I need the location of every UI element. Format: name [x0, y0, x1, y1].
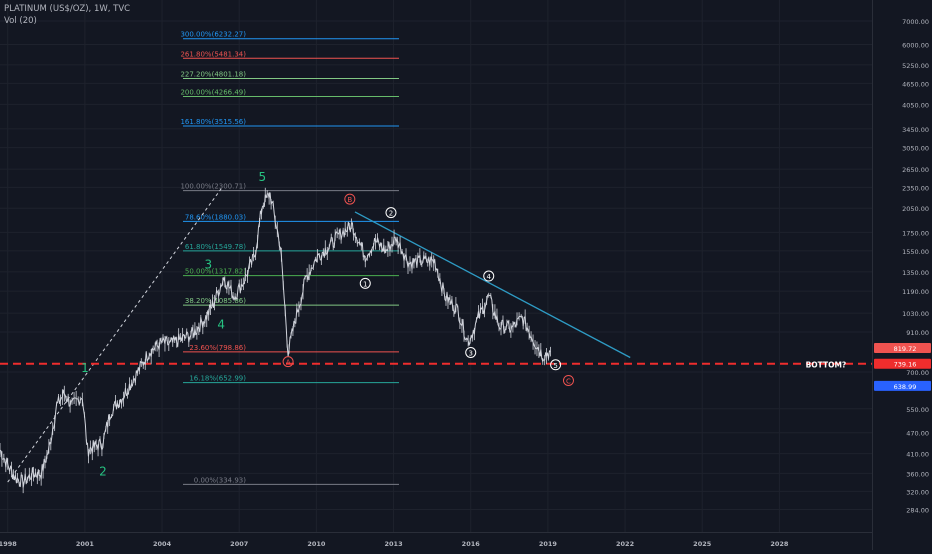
- wave-label-corrective: A: [286, 359, 291, 367]
- fib-level-label: 78.60%(1880.03): [185, 213, 246, 221]
- x-tick-label: 2004: [153, 540, 172, 548]
- y-tick-label: 7000.00: [902, 18, 929, 26]
- wave-label-minor: 3: [468, 350, 472, 358]
- y-tick-label: 360.00: [906, 470, 929, 478]
- y-tick-label: 284.00: [906, 507, 929, 515]
- fib-level-label: 38.20%(1085.86): [185, 297, 246, 305]
- x-tick-label: 2025: [693, 540, 712, 548]
- wave-labels: 1 2 3 4 5 A B C 1 2 3 4 5 BOTTOM?: [81, 170, 846, 478]
- fib-level-label: 61.80%(1549.78): [185, 243, 246, 251]
- wave-label-corrective: B: [347, 196, 352, 204]
- y-tick-label: 2350.00: [902, 184, 929, 192]
- y-tick-label: 1350.00: [902, 269, 929, 277]
- descending-trendline[interactable]: [354, 211, 631, 359]
- wave-label-corrective-circle: [344, 193, 356, 205]
- time-axis-panel[interactable]: [0, 532, 872, 550]
- y-tick-label: 5250.00: [902, 62, 929, 70]
- y-tick-label: 410.00: [906, 451, 929, 459]
- y-tick-label: 1030.00: [902, 310, 929, 318]
- fib-level-label: 200.00%(4266.49): [180, 88, 246, 96]
- wave-label-minor: 5: [553, 362, 557, 370]
- x-tick-label: 2001: [76, 540, 95, 548]
- wave-label-impulse: 4: [217, 318, 225, 332]
- fib-level-label: 227.20%(4801.18): [180, 70, 246, 78]
- x-tick-label: 2028: [770, 540, 789, 548]
- chart-header: PLATINUM (US$/OZ), 1W, TVC Vol (20): [4, 3, 130, 27]
- wave-label-corrective-circle: [562, 374, 574, 386]
- wave-label-minor-circle: [483, 270, 495, 282]
- price-tag-box[interactable]: [874, 358, 931, 369]
- wave-label-minor: 4: [486, 273, 491, 281]
- y-tick-label: 3450.00: [902, 126, 929, 134]
- price-tags: 819.72 739.16 638.99: [874, 342, 931, 391]
- y-tick-label: 700.00: [906, 369, 929, 377]
- wave-label-minor-circle: [465, 347, 477, 359]
- y-tick-label: 2650.00: [902, 166, 929, 174]
- wave-label-minor-circle: [359, 277, 371, 289]
- price-tag-box[interactable]: [874, 342, 931, 353]
- fib-level-label: 23.60%(798.86): [189, 344, 246, 352]
- symbol-title[interactable]: PLATINUM (US$/OZ), 1W, TVC: [4, 4, 131, 14]
- wave-label-impulse: 3: [205, 258, 213, 272]
- price-tag-label: 819.72: [894, 345, 917, 353]
- fibonacci-retracement: 300.00%(6232.27) 261.80%(5481.34) 227.20%(…: [180, 31, 399, 485]
- fib-level-label: 261.80%(5481.34): [180, 50, 246, 58]
- fib-level-label: 300.00%(6232.27): [180, 31, 246, 39]
- fib-projection-line[interactable]: [7, 188, 222, 483]
- fib-level-label: 16.18%(652.99): [189, 375, 246, 383]
- wave-label-minor-circle: [550, 359, 562, 371]
- y-tick-label: 1190.00: [902, 288, 929, 296]
- price-series: [0, 187, 551, 494]
- fib-level-label: 100.00%(2300.71): [180, 183, 246, 191]
- x-tick-label: 2007: [230, 540, 248, 548]
- wave-label-impulse: 1: [81, 361, 89, 375]
- x-tick-label: 2013: [385, 540, 403, 548]
- y-tick-label: 4050.00: [902, 101, 929, 109]
- y-tick-label: 1750.00: [902, 229, 929, 237]
- annotation-text: BOTTOM?: [806, 361, 847, 370]
- wave-label-corrective: C: [566, 377, 571, 385]
- price-tag-label: 739.16: [894, 361, 917, 369]
- fib-level-label: 0.00%(334.93): [194, 476, 246, 484]
- wave-label-corrective-circle: [282, 356, 294, 368]
- volume-indicator-label[interactable]: Vol (20): [4, 16, 37, 26]
- x-tick-label: 2016: [462, 540, 481, 548]
- x-tick-label: 2019: [539, 540, 558, 548]
- fib-level-label: 50.00%(1317.82): [185, 268, 246, 276]
- x-tick-label: 1998: [0, 540, 17, 548]
- y-tick-label: 320.00: [906, 488, 929, 496]
- x-tick-label: 2010: [307, 540, 326, 548]
- wave-label-minor: 1: [363, 280, 367, 288]
- y-tick-label: 470.00: [906, 430, 929, 438]
- wave-label-impulse: 5: [259, 170, 267, 184]
- price-tag-box[interactable]: [874, 380, 931, 391]
- y-tick-label: 550.00: [906, 406, 929, 414]
- fib-level-label: 161.80%(3515.56): [180, 118, 246, 126]
- wave-label-minor: 2: [389, 210, 393, 218]
- price-axis-panel[interactable]: [872, 0, 932, 550]
- y-tick-label: 3050.00: [902, 145, 929, 153]
- wave-label-impulse: 2: [99, 465, 107, 479]
- price-tag-label: 638.99: [894, 383, 917, 391]
- wave-label-minor-circle: [385, 207, 397, 219]
- y-tick-label: 2050.00: [902, 205, 929, 213]
- y-tick-label: 1550.00: [902, 248, 929, 256]
- x-tick-label: 2022: [616, 540, 634, 548]
- y-tick-label: 910.00: [906, 329, 929, 337]
- y-tick-label: 6000.00: [902, 41, 929, 49]
- y-tick-label: 4650.00: [902, 80, 929, 88]
